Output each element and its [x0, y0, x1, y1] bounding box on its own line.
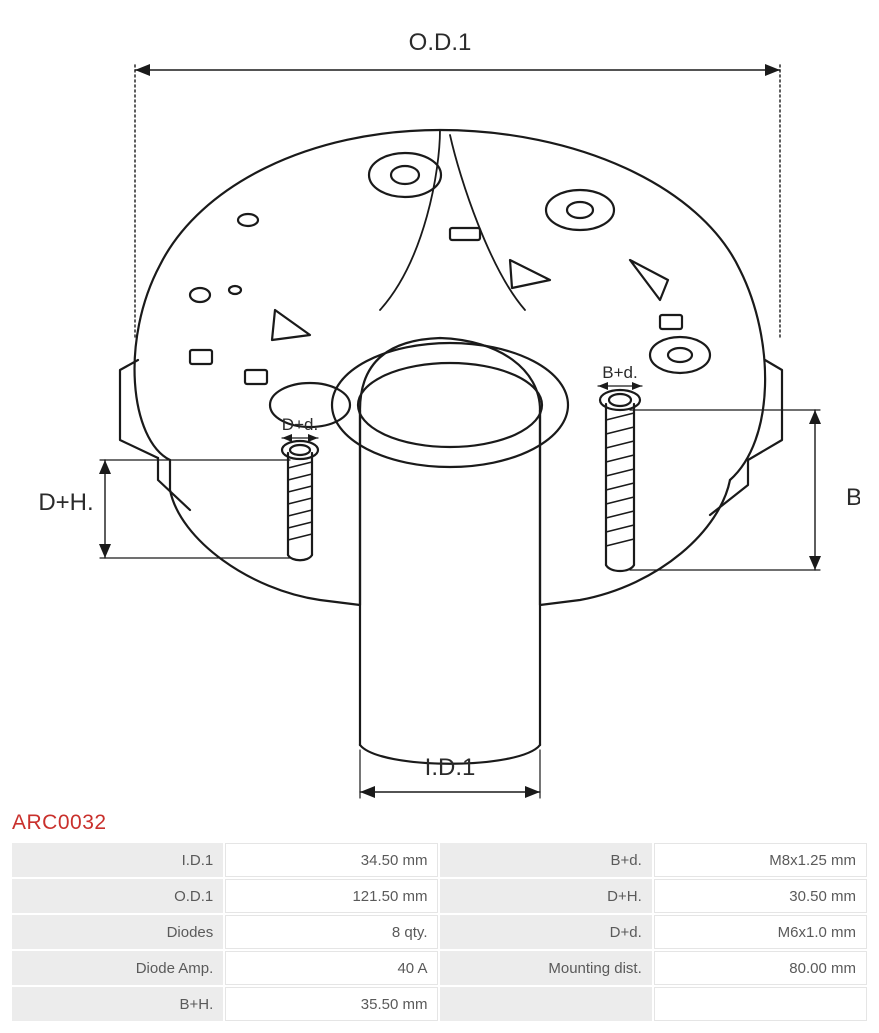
spec-key: Diodes [12, 915, 223, 949]
spec-value: 40 A [225, 951, 438, 985]
label-bh: B+H. [846, 484, 860, 511]
spec-value: 30.50 mm [654, 879, 867, 913]
spec-value: 80.00 mm [654, 951, 867, 985]
spec-key: D+H. [440, 879, 651, 913]
spec-value [654, 987, 867, 1021]
label-bd: B+d. [602, 363, 637, 382]
label-id1: I.D.1 [424, 754, 475, 781]
diagram-svg: O.D.1 [20, 10, 860, 800]
table-row: O.D.1121.50 mmD+H.30.50 mm [12, 879, 867, 913]
spec-value: 8 qty. [225, 915, 438, 949]
spec-key: I.D.1 [12, 843, 223, 877]
spec-key: D+d. [440, 915, 651, 949]
technical-diagram: O.D.1 [20, 10, 860, 805]
label-dd: D+d. [281, 415, 317, 434]
spec-key [440, 987, 651, 1021]
table-row: I.D.134.50 mmB+d.M8x1.25 mm [12, 843, 867, 877]
spec-key: O.D.1 [12, 879, 223, 913]
label-od1: O.D.1 [408, 29, 471, 56]
spec-value: M8x1.25 mm [654, 843, 867, 877]
table-row: Diodes8 qty.D+d.M6x1.0 mm [12, 915, 867, 949]
spec-key: Mounting dist. [440, 951, 651, 985]
spec-table: I.D.134.50 mmB+d.M8x1.25 mmO.D.1121.50 m… [10, 841, 869, 1023]
spec-value: 34.50 mm [225, 843, 438, 877]
spec-key: B+d. [440, 843, 651, 877]
table-row: Diode Amp.40 AMounting dist.80.00 mm [12, 951, 867, 985]
spec-value: 35.50 mm [225, 987, 438, 1021]
part-code: ARC0032 [12, 811, 869, 835]
spec-key: B+H. [12, 987, 223, 1021]
label-dh: D+H. [38, 489, 93, 516]
spec-value: M6x1.0 mm [654, 915, 867, 949]
spec-key: Diode Amp. [12, 951, 223, 985]
table-row: B+H.35.50 mm [12, 987, 867, 1021]
spec-value: 121.50 mm [225, 879, 438, 913]
